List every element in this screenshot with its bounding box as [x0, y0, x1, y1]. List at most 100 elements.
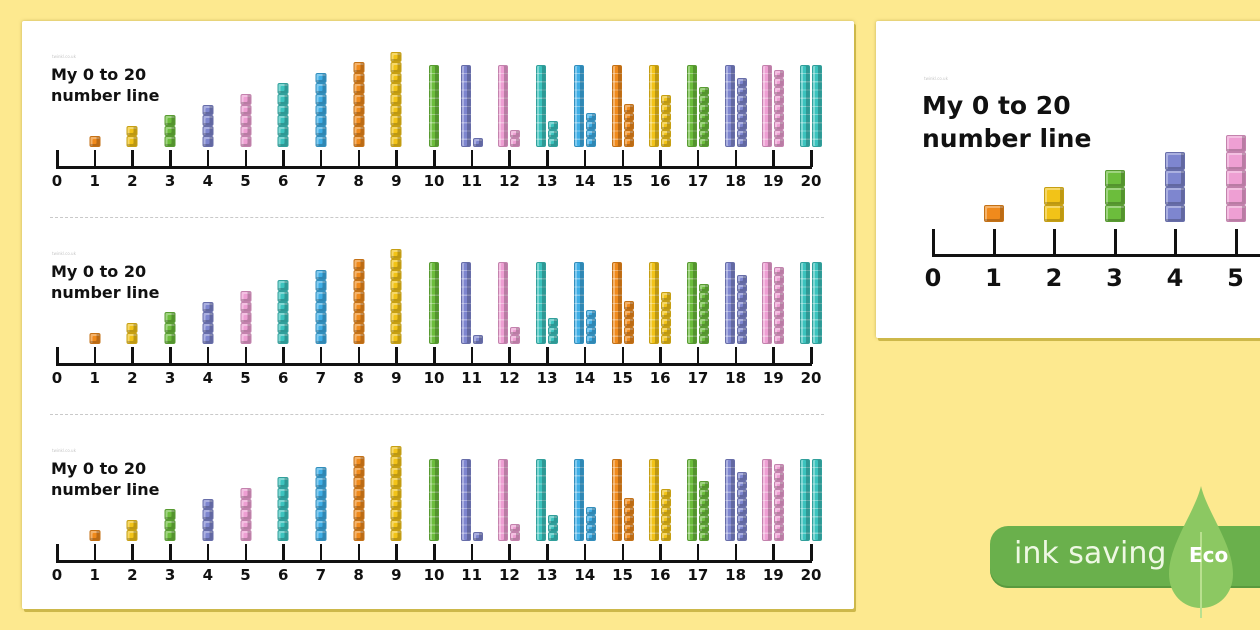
number-label: 13	[536, 172, 558, 190]
ten-rod	[429, 262, 439, 344]
ones-stack	[202, 301, 214, 344]
watermark: twinkl.co.uk	[52, 448, 76, 453]
unit-cube	[353, 269, 365, 281]
unit-cube	[661, 292, 672, 302]
unit-cube	[277, 104, 289, 116]
number-label: 4	[202, 566, 214, 584]
tick-mark	[696, 150, 700, 167]
unit-cube	[774, 86, 785, 96]
tick-mark	[772, 544, 775, 561]
unit-cube	[510, 523, 521, 533]
number-label: 17	[687, 369, 709, 387]
unit-cube	[736, 78, 747, 87]
tick-mark	[357, 347, 361, 364]
tick-mark	[508, 347, 511, 364]
ones-stack	[164, 115, 176, 147]
unit-cube	[774, 515, 785, 524]
unit-cube	[353, 72, 365, 84]
counting-cubes-3	[164, 115, 176, 147]
ones-stack	[240, 291, 251, 344]
tick-mark	[546, 347, 549, 364]
unit-cube	[585, 523, 596, 533]
ones-stack	[315, 72, 327, 147]
unit-cube	[277, 301, 289, 313]
counting-cubes-9	[390, 445, 402, 541]
unit-cube	[390, 477, 402, 489]
unit-cube	[89, 530, 101, 541]
unit-cube	[736, 326, 747, 336]
number-label: 8	[353, 369, 364, 387]
unit-cube	[623, 335, 634, 344]
tick-mark	[772, 347, 775, 364]
unit-cube	[315, 104, 327, 116]
ones-stack	[661, 95, 672, 147]
tick-mark	[470, 544, 474, 561]
preview-tick	[992, 229, 996, 256]
unit-cube	[1225, 169, 1246, 187]
counting-cubes-12	[498, 65, 521, 147]
counting-cubes-18	[724, 459, 747, 541]
counting-cubes-5	[240, 488, 251, 541]
ones-stack	[698, 283, 709, 344]
unit-cube	[353, 530, 365, 541]
unit-cube	[623, 498, 634, 507]
number-label: 11	[461, 566, 483, 584]
ten-rod	[573, 262, 584, 344]
tick-mark	[93, 347, 97, 364]
unit-cube	[240, 519, 251, 531]
number-line-strip: twinkl.co.uk My 0 to 20 number line 0 1 2 3 4 5…	[22, 217, 854, 415]
ones-stack	[277, 477, 289, 541]
unit-cube	[548, 532, 559, 541]
number-label: 16	[649, 172, 671, 190]
unit-cube	[277, 280, 289, 292]
ten-rod	[498, 262, 509, 344]
unit-cube	[585, 506, 596, 516]
unit-cube	[353, 125, 365, 137]
unit-cube	[661, 129, 672, 139]
ten-rod	[460, 262, 471, 344]
ones-stack	[774, 266, 785, 344]
unit-cube	[315, 125, 327, 137]
ones-stack	[698, 480, 709, 541]
tick-mark	[734, 150, 738, 167]
unit-cube	[510, 326, 521, 336]
ones-stack	[89, 333, 101, 344]
unit-cube	[202, 136, 214, 147]
unit-cube	[774, 489, 785, 499]
preview-tick	[1113, 229, 1117, 256]
unit-cube	[623, 318, 634, 327]
unit-cube	[774, 95, 785, 105]
unit-cube	[774, 69, 785, 79]
ten-rod	[724, 459, 735, 541]
unit-cube	[164, 519, 176, 531]
unit-cube	[774, 472, 785, 481]
worksheet-page: twinkl.co.uk My 0 to 20 number line 0 1 2 3 4 5…	[22, 21, 854, 609]
ink-saving-eco-badge: ink saving Eco	[990, 486, 1260, 618]
unit-cube	[774, 112, 785, 122]
number-line-axis	[56, 363, 812, 366]
ten-rod	[429, 65, 439, 147]
ten-rod	[649, 262, 660, 344]
unit-cube	[1225, 204, 1246, 222]
counting-cubes-13	[536, 459, 559, 541]
ones-stack	[548, 121, 559, 147]
unit-cube	[353, 466, 365, 478]
ones-stack	[164, 312, 176, 344]
unit-cube	[774, 523, 785, 533]
ten-rod	[812, 65, 822, 147]
ones-stack	[353, 259, 365, 344]
unit-cube	[736, 275, 747, 284]
ones-stack	[390, 445, 402, 541]
unit-cube	[390, 301, 402, 313]
unit-cube	[164, 509, 176, 520]
unit-cube	[661, 532, 672, 541]
unit-cube	[661, 104, 672, 113]
tick-mark	[621, 544, 624, 561]
counting-cubes-15	[611, 459, 634, 541]
counting-cubes-17	[686, 65, 709, 147]
eco-label: Eco	[1189, 543, 1229, 567]
number-label: 10	[423, 566, 445, 584]
ones-stack	[277, 280, 289, 344]
tick-mark	[395, 347, 398, 364]
unit-cube	[736, 480, 747, 490]
